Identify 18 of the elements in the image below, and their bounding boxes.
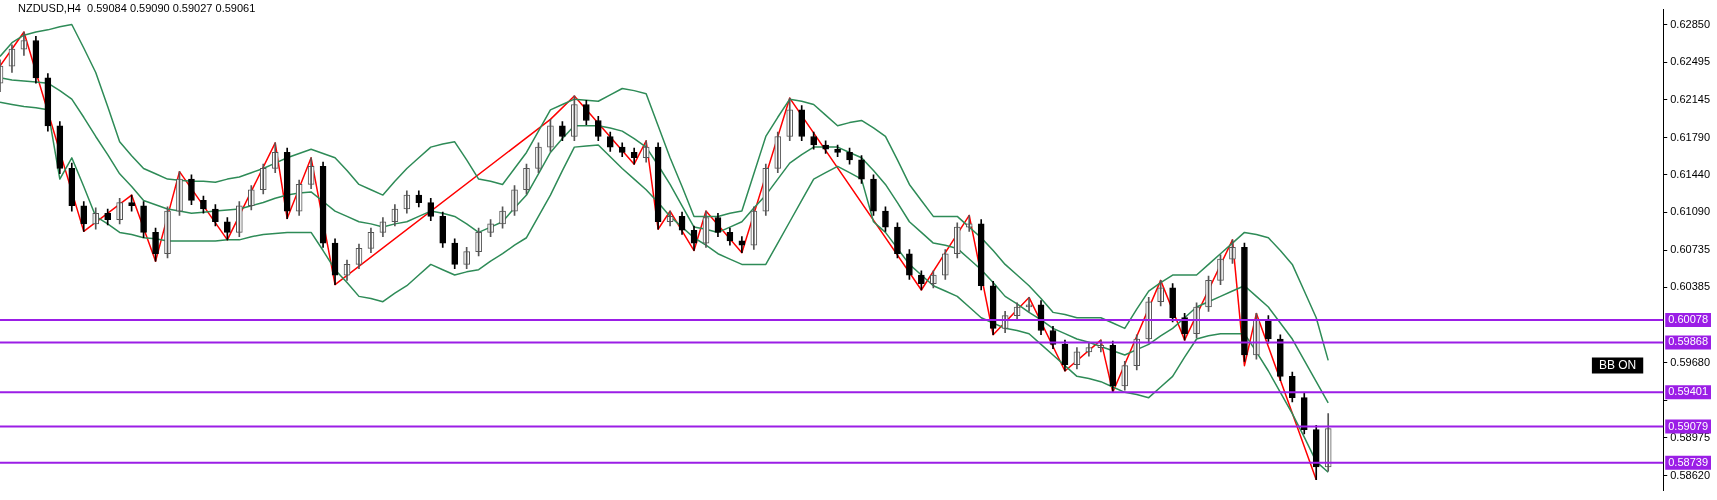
ref-line-label: 0.59079 (1668, 419, 1708, 432)
y-tick-label: 0.60735 (1670, 243, 1710, 256)
y-tick-label: 0.58975 (1670, 430, 1710, 443)
y-tick-label: 0.60385 (1670, 280, 1710, 293)
ref-line-label: 0.58739 (1668, 455, 1708, 468)
y-tick-label: 0.62145 (1670, 92, 1710, 105)
y-tick-label: 0.58620 (1670, 468, 1710, 481)
y-tick-label: 0.59680 (1670, 355, 1710, 368)
y-tick-label: 0.62850 (1670, 17, 1710, 30)
y-tick-label: 0.62495 (1670, 55, 1710, 68)
chart-title: NZDUSD,H4 0.59084 0.59090 0.59027 0.59061 (18, 1, 256, 14)
y-tick-label: 0.61090 (1670, 205, 1710, 218)
ref-line-label: 0.59401 (1668, 385, 1708, 398)
ref-line-label: 0.59868 (1668, 335, 1708, 348)
ref-line-label: 0.60078 (1668, 313, 1708, 326)
y-tick-label: 0.61790 (1670, 130, 1710, 143)
y-tick-label: 0.61440 (1670, 167, 1710, 180)
annotation: BB ON (1598, 357, 1637, 372)
